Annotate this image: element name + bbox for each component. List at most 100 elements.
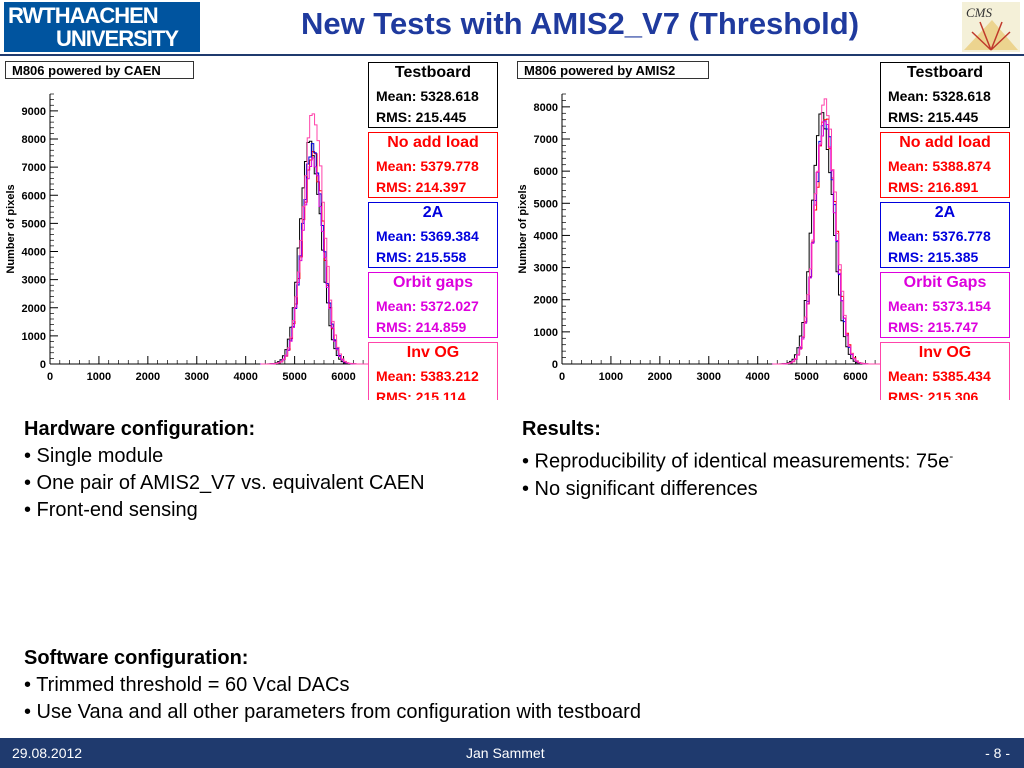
footer-date: 29.08.2012 (12, 745, 83, 761)
y-axis-label: Number of pixels (517, 184, 529, 273)
header-rule (0, 54, 1024, 56)
y-tick-label: 4000 (534, 230, 558, 242)
y-tick-label: 4000 (22, 247, 46, 259)
statbox-rms: RMS: 215.306 (888, 389, 979, 400)
statbox-mean: Mean: 5376.778 (888, 228, 991, 244)
x-tick-label: 5000 (282, 371, 306, 383)
chart-amis2: 0 1000 2000 3000 4000 5000 6000 7000 8000 0 1000 20… (512, 58, 1018, 400)
x-tick-label: 0 (559, 371, 565, 383)
footer-author: Jan Sammet (466, 745, 545, 761)
results-item-reproducibility: • Reproducibility of identical measureme… (522, 443, 1020, 476)
cms-logo-text: CMS (966, 5, 993, 20)
statbox-title: Testboard (906, 64, 984, 81)
results-item: • No significant differences (522, 477, 758, 500)
chart-caen: 0 1000 2000 3000 4000 5000 6000 7000 8000 9000 0 10… (0, 58, 506, 400)
y-axis-label: Number of pixels (5, 184, 17, 273)
logo-line1: RWTHAACHEN (8, 3, 159, 28)
statbox-rms: RMS: 215.445 (376, 109, 467, 125)
statbox-mean: Mean: 5372.027 (376, 298, 479, 314)
chart-caen-plot: 0 1000 2000 3000 4000 5000 6000 7000 8000 9000 0 10… (5, 93, 388, 383)
chart-amis2-plot: 0 1000 2000 3000 4000 5000 6000 7000 8000 0 1000 20… (517, 93, 900, 383)
series-2a (259, 143, 368, 365)
y-tick-label: 1000 (534, 327, 558, 339)
series-no_add_load (772, 118, 881, 365)
results-heading: Results: (522, 418, 601, 440)
statbox-title: Orbit Gaps (903, 274, 987, 291)
software-heading: Software configuration: (24, 647, 249, 669)
statbox-title: Orbit gaps (392, 274, 473, 291)
statbox-testboard: Testboard Mean: 5328.618 RMS: 215.445 (880, 62, 1010, 128)
statbox-mean: Mean: 5328.618 (376, 88, 479, 104)
y-tick-label: 9000 (22, 106, 46, 118)
statbox-mean: Mean: 5369.384 (376, 228, 479, 244)
statbox-2a: 2A Mean: 5369.384 RMS: 215.558 (368, 202, 498, 268)
statbox-title: Inv OG (406, 344, 460, 361)
series-testboard (257, 140, 366, 365)
statbox-mean: Mean: 5373.154 (888, 298, 991, 314)
statbox-inv-og: Inv OG Mean: 5385.434 RMS: 215.306 (880, 342, 1010, 400)
statbox-rms: RMS: 216.891 (888, 179, 979, 195)
y-tick-label: 7000 (534, 134, 558, 146)
statbox-title: No add load (899, 134, 991, 151)
footer-page-number: - 8 - (985, 745, 1010, 761)
statbox-mean: Mean: 5383.212 (376, 368, 479, 384)
statbox-rms: RMS: 214.859 (376, 319, 467, 335)
y-tick-label: 6000 (534, 166, 558, 178)
statbox-mean: Mean: 5379.778 (376, 158, 479, 174)
series-2a (772, 120, 880, 365)
statbox-title: 2A (422, 204, 444, 221)
y-tick-label: 7000 (22, 162, 46, 174)
statbox-rms: RMS: 215.114 (376, 389, 466, 400)
statbox-rms: RMS: 215.747 (888, 319, 979, 335)
x-tick-label: 3000 (697, 371, 721, 383)
results-superscript: - (949, 449, 954, 463)
statbox-rms: RMS: 215.385 (888, 249, 979, 265)
y-tick-label: 8000 (534, 102, 558, 114)
y-tick-label: 5000 (22, 218, 46, 230)
chart-caen-title: M806 powered by CAEN (5, 61, 194, 79)
cms-logo: CMS (962, 2, 1020, 52)
software-item: • Trimmed threshold = 60 Vcal DACs (24, 674, 350, 696)
statbox-no-add-load: No add load Mean: 5388.874 RMS: 216.891 (880, 132, 1010, 198)
y-tick-label: 0 (552, 359, 558, 371)
hardware-config: Hardware configuration: • Single module … (24, 416, 504, 524)
statbox-mean: Mean: 5385.434 (888, 368, 991, 384)
hardware-item: • Single module (24, 445, 164, 467)
x-tick-label: 4000 (233, 371, 257, 383)
software-item: • Use Vana and all other parameters from… (24, 701, 641, 723)
statbox-rms: RMS: 214.397 (376, 179, 467, 195)
x-tick-label: 0 (47, 371, 53, 383)
statbox-orbit-gaps: Orbit gaps Mean: 5372.027 RMS: 214.859 (368, 272, 498, 338)
x-tick-label: 5000 (794, 371, 818, 383)
statbox-inv-og: Inv OG Mean: 5383.212 RMS: 215.114 (368, 342, 498, 400)
series-no_add_load (260, 151, 366, 365)
series-orbit_gaps (260, 157, 366, 365)
statbox-mean: Mean: 5328.618 (888, 88, 991, 104)
hardware-item: • Front-end sensing (24, 499, 198, 521)
x-tick-label: 6000 (843, 371, 867, 383)
y-tick-label: 2000 (22, 303, 46, 315)
statbox-title: Inv OG (918, 344, 972, 361)
x-tick-label: 6000 (331, 371, 355, 383)
statbox-orbit-gaps: Orbit Gaps Mean: 5373.154 RMS: 215.747 (880, 272, 1010, 338)
statbox-title: Testboard (394, 64, 472, 81)
statbox-2a: 2A Mean: 5376.778 RMS: 215.385 (880, 202, 1010, 268)
y-tick-label: 5000 (534, 198, 558, 210)
statbox-rms: RMS: 215.445 (888, 109, 979, 125)
x-tick-label: 1000 (599, 371, 623, 383)
statbox-mean: Mean: 5388.874 (888, 158, 991, 174)
y-tick-label: 1000 (22, 331, 46, 343)
x-tick-label: 4000 (745, 371, 769, 383)
x-tick-label: 1000 (87, 371, 111, 383)
results: Results: • Reproducibility of identical … (522, 416, 1020, 503)
results-item-text: • Reproducibility of identical measureme… (522, 450, 950, 473)
series-inv_og (260, 113, 369, 365)
y-tick-label: 8000 (22, 134, 46, 146)
series-testboard (769, 112, 878, 365)
slide-header: RWTHAACHEN UNIVERSITY New Tests with AMI… (0, 0, 1024, 56)
slide-footer: 29.08.2012 Jan Sammet - 8 - (0, 738, 1024, 768)
statbox-testboard: Testboard Mean: 5328.618 RMS: 215.445 (368, 62, 498, 128)
y-tick-label: 0 (40, 359, 46, 371)
chart-amis2-title: M806 powered by AMIS2 (517, 61, 709, 79)
software-config: Software configuration: • Trimmed thresh… (24, 645, 1004, 726)
